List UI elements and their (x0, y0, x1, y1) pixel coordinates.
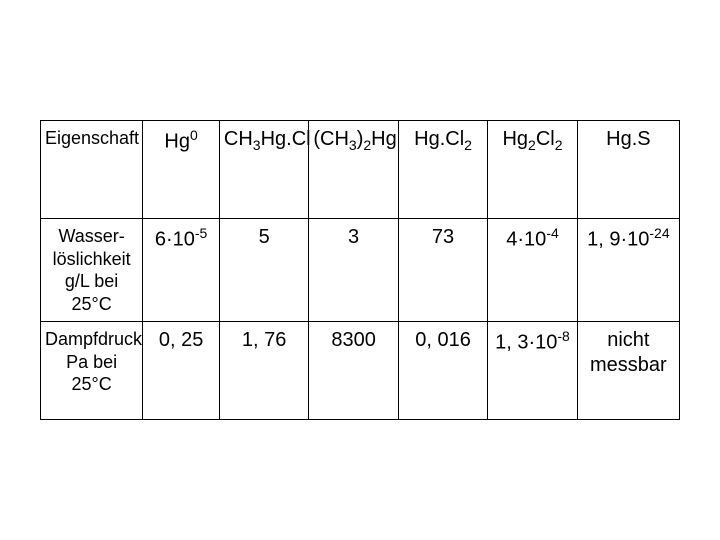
table-row: Eigenschaft Hg0 CH3Hg.Cl (CH3)2Hg Hg.Cl2… (41, 121, 680, 219)
cell-pressure-ch3hgcl: 1, 76 (219, 322, 308, 420)
cell-solubility-ch3hgcl: 5 (219, 219, 308, 322)
cell-solubility-hgcl2: 73 (398, 219, 487, 322)
cell-pressure-hg0: 0, 25 (143, 322, 220, 420)
row-label-solubility: Wasser-löslichkeit g/L bei 25°C (41, 219, 143, 322)
col-header-eigenschaft: Eigenschaft (41, 121, 143, 219)
properties-table: Eigenschaft Hg0 CH3Hg.Cl (CH3)2Hg Hg.Cl2… (40, 120, 680, 420)
properties-table-container: Eigenschaft Hg0 CH3Hg.Cl (CH3)2Hg Hg.Cl2… (40, 120, 680, 420)
table-row: DampfdruckPa bei 25°C 0, 25 1, 76 8300 0… (41, 322, 680, 420)
cell-solubility-hg2cl2: 4·10-4 (488, 219, 577, 322)
col-header-ch32hg: (CH3)2Hg (309, 121, 398, 219)
table-row: Wasser-löslichkeit g/L bei 25°C 6·10-5 5… (41, 219, 680, 322)
cell-solubility-hgs: 1, 9·10-24 (577, 219, 679, 322)
cell-solubility-hg0: 6·10-5 (143, 219, 220, 322)
col-header-hg2cl2: Hg2Cl2 (488, 121, 577, 219)
col-header-hgs: Hg.S (577, 121, 679, 219)
col-header-ch3hgcl: CH3Hg.Cl (219, 121, 308, 219)
cell-pressure-hgcl2: 0, 016 (398, 322, 487, 420)
col-header-hgcl2: Hg.Cl2 (398, 121, 487, 219)
row-label-pressure: DampfdruckPa bei 25°C (41, 322, 143, 420)
cell-pressure-hg2cl2: 1, 3·10-8 (488, 322, 577, 420)
cell-pressure-hgs: nichtmessbar (577, 322, 679, 420)
cell-solubility-ch32hg: 3 (309, 219, 398, 322)
col-header-hg0: Hg0 (143, 121, 220, 219)
cell-pressure-ch32hg: 8300 (309, 322, 398, 420)
